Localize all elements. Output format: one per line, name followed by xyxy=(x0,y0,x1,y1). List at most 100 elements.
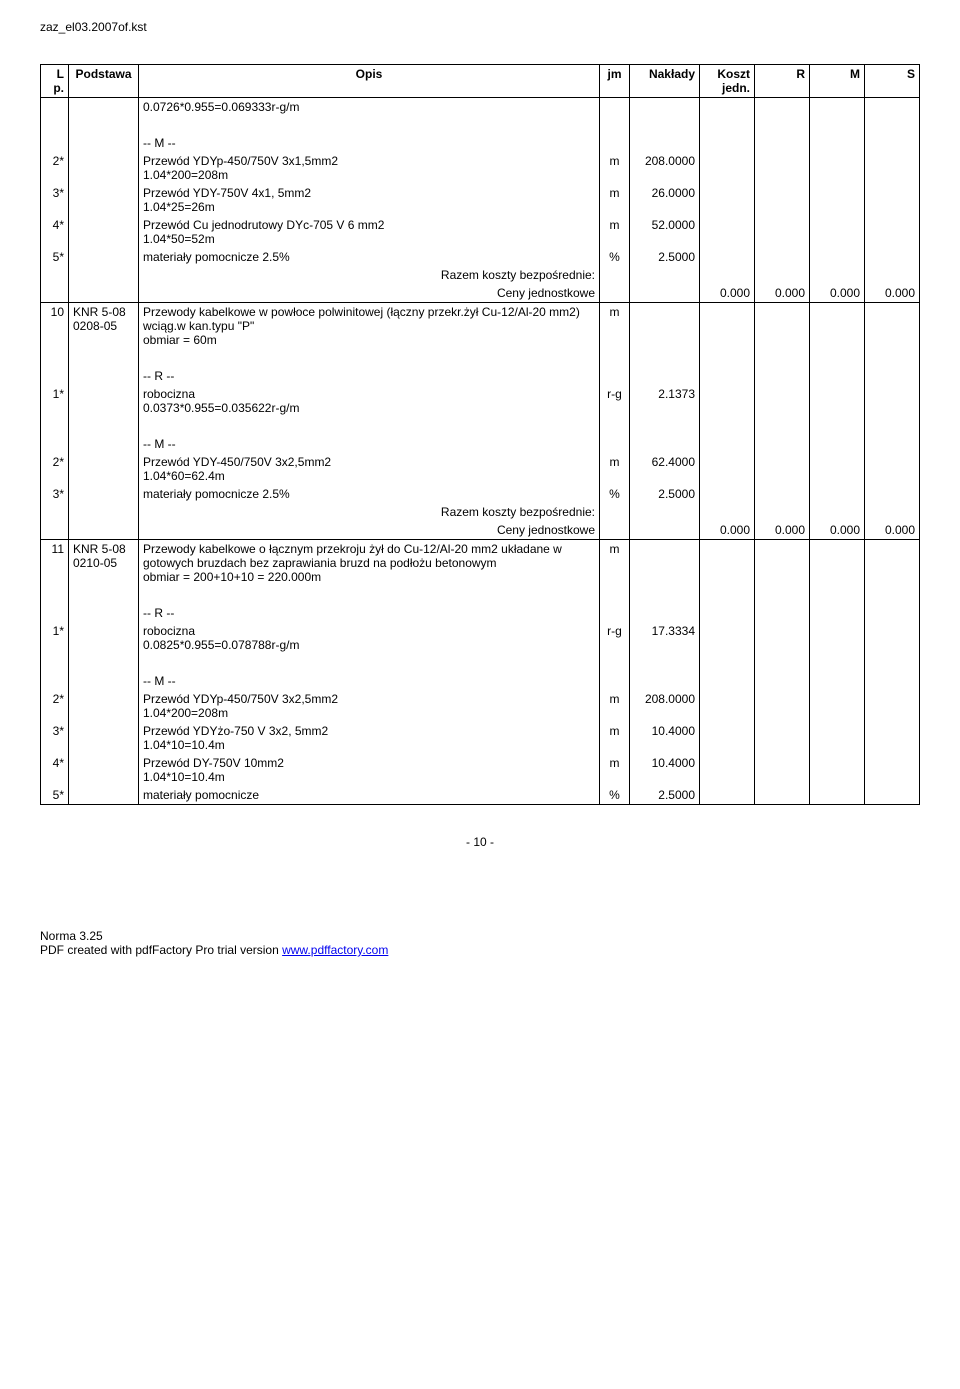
footer-norma: Norma 3.25 xyxy=(40,929,960,943)
cell: 4* xyxy=(41,754,69,786)
cell: m xyxy=(600,540,630,587)
cell: 2.5000 xyxy=(630,485,700,503)
table-row: -- R -- xyxy=(41,604,920,622)
cell: KNR 5-08 0210-05 xyxy=(69,540,139,587)
cell: 0.000 xyxy=(865,284,920,303)
cell: % xyxy=(600,485,630,503)
cell: 2.5000 xyxy=(630,786,700,805)
cell: 0.000 xyxy=(700,521,755,540)
table-row: 11 KNR 5-08 0210-05 Przewody kabelkowe o… xyxy=(41,540,920,587)
table-row xyxy=(41,116,920,134)
cell: 1* xyxy=(41,622,69,654)
table-row xyxy=(41,417,920,435)
cell: robocizna 0.0373*0.955=0.035622r-g/m xyxy=(139,385,600,417)
table-row: 5* materiały pomocnicze 2.5% % 2.5000 xyxy=(41,248,920,266)
cell: -- M -- xyxy=(143,136,176,150)
cell: Razem koszty bezpośrednie: xyxy=(139,503,600,521)
cell: KNR 5-08 0208-05 xyxy=(69,303,139,350)
cell: 2* xyxy=(41,152,69,184)
cell: -- M -- xyxy=(143,437,176,451)
th-pod: Podstawa xyxy=(69,65,139,98)
cell: 5* xyxy=(41,248,69,266)
cell: % xyxy=(600,248,630,266)
cell: m xyxy=(600,722,630,754)
data-table: L p. Podstawa Opis jm Nakłady Koszt jedn… xyxy=(40,64,920,805)
cell: -- R -- xyxy=(143,369,174,383)
cell: 1* xyxy=(41,385,69,417)
table-row: Razem koszty bezpośrednie: xyxy=(41,503,920,521)
cell: 52.0000 xyxy=(630,216,700,248)
cell: Przewody kabelkowe o łącznym przekroju ż… xyxy=(139,540,600,587)
cell: % xyxy=(600,786,630,805)
cell: m xyxy=(600,184,630,216)
cell: 208.0000 xyxy=(630,152,700,184)
cell: 62.4000 xyxy=(630,453,700,485)
cell: Ceny jednostkowe xyxy=(139,284,600,303)
table-row: -- M -- xyxy=(41,435,920,453)
table-row: 10 KNR 5-08 0208-05 Przewody kabelkowe w… xyxy=(41,303,920,350)
cell: r-g xyxy=(600,385,630,417)
cell: Razem koszty bezpośrednie: xyxy=(139,266,600,284)
cell: 0.000 xyxy=(865,521,920,540)
cell: 11 xyxy=(41,540,69,587)
cell: materiały pomocnicze 2.5% xyxy=(139,485,600,503)
table-row: Ceny jednostkowe 0.000 0.000 0.000 0.000 xyxy=(41,284,920,303)
footer-pdf-text: PDF created with pdfFactory Pro trial ve… xyxy=(40,943,282,957)
table-row xyxy=(41,349,920,367)
th-m: M xyxy=(810,65,865,98)
table-row: 2* Przewód YDY-450/750V 3x2,5mm2 1.04*60… xyxy=(41,453,920,485)
cell: 26.0000 xyxy=(630,184,700,216)
cell: 2* xyxy=(41,453,69,485)
cell: Przewód Cu jednodrutowy DYc-705 V 6 mm2 … xyxy=(139,216,600,248)
cell: 3* xyxy=(41,184,69,216)
table-row: -- M -- xyxy=(41,672,920,690)
footer-link[interactable]: www.pdffactory.com xyxy=(282,943,388,957)
th-s: S xyxy=(865,65,920,98)
table-row: 4* Przewód DY-750V 10mm2 1.04*10=10.4m m… xyxy=(41,754,920,786)
cell: 4* xyxy=(41,216,69,248)
cell: m xyxy=(600,303,630,350)
cell: r-g xyxy=(600,622,630,654)
table-row: 3* Przewód YDY-750V 4x1, 5mm2 1.04*25=26… xyxy=(41,184,920,216)
cell: m xyxy=(600,690,630,722)
cell: Przewód YDYp-450/750V 3x2,5mm2 1.04*200=… xyxy=(139,690,600,722)
table-row: 0.0726*0.955=0.069333r-g/m xyxy=(41,98,920,117)
cell: -- R -- xyxy=(143,606,174,620)
table-row: 1* robocizna 0.0825*0.955=0.078788r-g/m … xyxy=(41,622,920,654)
table-row xyxy=(41,586,920,604)
table-row: 3* materiały pomocnicze 2.5% % 2.5000 xyxy=(41,485,920,503)
cell: 0.0726*0.955=0.069333r-g/m xyxy=(143,100,299,114)
cell: 0.000 xyxy=(810,521,865,540)
cell: -- M -- xyxy=(143,674,176,688)
cell: 2.5000 xyxy=(630,248,700,266)
cell: 10.4000 xyxy=(630,754,700,786)
table-row: 2* Przewód YDYp-450/750V 3x2,5mm2 1.04*2… xyxy=(41,690,920,722)
table-row xyxy=(41,654,920,672)
cell: Przewód YDY-450/750V 3x2,5mm2 1.04*60=62… xyxy=(139,453,600,485)
th-koszt: Koszt jedn. xyxy=(700,65,755,98)
cell: Ceny jednostkowe xyxy=(139,521,600,540)
cell: m xyxy=(600,754,630,786)
cell: Przewód DY-750V 10mm2 1.04*10=10.4m xyxy=(139,754,600,786)
table-row: 4* Przewód Cu jednodrutowy DYc-705 V 6 m… xyxy=(41,216,920,248)
cell: Przewód YDYżo-750 V 3x2, 5mm2 1.04*10=10… xyxy=(139,722,600,754)
cell: Przewody kabelkowe w powłoce polwinitowe… xyxy=(139,303,600,350)
cell: m xyxy=(600,152,630,184)
cell: 17.3334 xyxy=(630,622,700,654)
cell: 10 xyxy=(41,303,69,350)
cell: 208.0000 xyxy=(630,690,700,722)
cell: 2.1373 xyxy=(630,385,700,417)
cell: 10.4000 xyxy=(630,722,700,754)
table-row: -- R -- xyxy=(41,367,920,385)
cell: 0.000 xyxy=(700,284,755,303)
table-row: 1* robocizna 0.0373*0.955=0.035622r-g/m … xyxy=(41,385,920,417)
table-row: 5* materiały pomocnicze % 2.5000 xyxy=(41,786,920,805)
table-row: Ceny jednostkowe 0.000 0.000 0.000 0.000 xyxy=(41,521,920,540)
cell: 3* xyxy=(41,722,69,754)
cell: Przewód YDY-750V 4x1, 5mm2 1.04*25=26m xyxy=(139,184,600,216)
cell: robocizna 0.0825*0.955=0.078788r-g/m xyxy=(139,622,600,654)
doc-title: zaz_el03.2007of.kst xyxy=(40,20,920,34)
cell: 0.000 xyxy=(755,284,810,303)
page-number: - 10 - xyxy=(40,835,920,849)
cell: m xyxy=(600,216,630,248)
